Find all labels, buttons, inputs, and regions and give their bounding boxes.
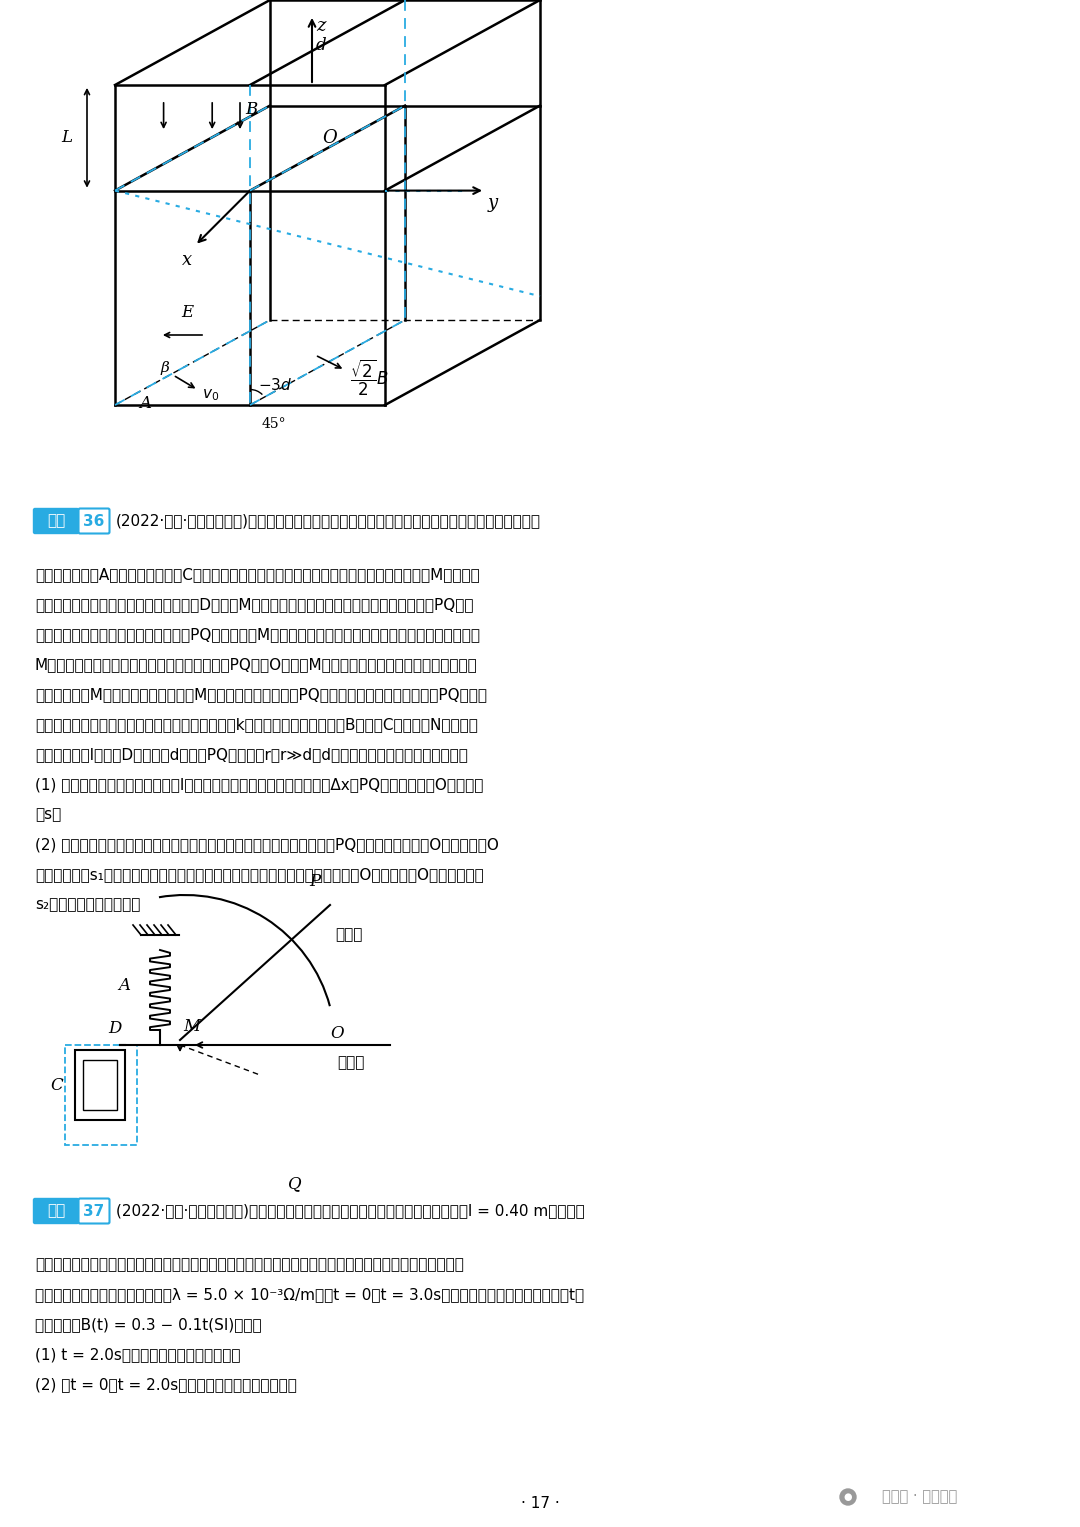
Text: $v_0$: $v_0$: [202, 388, 219, 403]
Text: (1) 若在线圈中通入的微小电流为I，求平衡后弹簧长度改变量的绝对値Δx及PQ上反射光点与O点间的弧: (1) 若在线圈中通入的微小电流为I，求平衡后弹簧长度改变量的绝对値Δx及PQ上…: [35, 777, 484, 793]
Circle shape: [840, 1489, 856, 1506]
Text: 长度改变，使M发生倾斜，入射光束在M上的入射点仍近似处于PQ的圆心，通过读取反射光射到PQ上的位: 长度改变，使M发生倾斜，入射光束在M上的入射点仍近似处于PQ的圆心，通过读取反射…: [35, 687, 487, 702]
Text: 方向的长度为l，细杆D的长度为d，圆弧PQ的半径为r，r≫d，d远大于弹簧长度改变量的绝对値。: 方向的长度为l，细杆D的长度为d，圆弧PQ的半径为r，r≫d，d远大于弹簧长度改…: [35, 747, 468, 762]
Text: 公众号 · 屋里学家: 公众号 · 屋里学家: [882, 1489, 958, 1504]
Text: A: A: [118, 976, 130, 994]
Text: P: P: [310, 873, 321, 890]
Text: y: y: [488, 194, 498, 212]
Text: B: B: [245, 101, 257, 119]
Text: L: L: [60, 130, 72, 147]
FancyBboxPatch shape: [79, 508, 109, 533]
Text: (2022·全国·统考高考真题)如图，一不可伸长的细绳的上端固定，下端系在边长为l = 0.40 m的正方形: (2022·全国·统考高考真题)如图，一不可伸长的细绳的上端固定，下端系在边长为…: [116, 1203, 584, 1219]
Text: 变化关系为B(t) = 0.3 − 0.1t(SI)。求：: 变化关系为B(t) = 0.3 − 0.1t(SI)。求：: [35, 1316, 261, 1332]
Text: M: M: [183, 1019, 200, 1035]
Text: 长s；: 长s；: [35, 806, 62, 822]
Text: 台上的轻质小平面反射镜，轻质刚性细杆D的一端M固连且与镜面垂直，另一端与弹簧下端相连，PQ为圆: 台上的轻质小平面反射镜，轻质刚性细杆D的一端M固连且与镜面垂直，另一端与弹簧下端…: [35, 597, 473, 612]
Text: 36: 36: [83, 513, 105, 528]
Text: 金属框的一个顶点上。金属框的一条对角线水平，其下方有方向垂直于金属框所在平面的匀强磁场。已知构: 金属框的一个顶点上。金属框的一条对角线水平，其下方有方向垂直于金属框所在平面的匀…: [35, 1257, 464, 1272]
Text: 点间的弧长为s₁，保持其它条件不变，只将该电流反向接入，则反射光点出现在O点下方，与O点间的弧长为: 点间的弧长为s₁，保持其它条件不变，只将该电流反向接入，则反射光点出现在O点下方…: [35, 867, 484, 883]
FancyBboxPatch shape: [79, 1199, 109, 1223]
Text: (1) t = 2.0s时金属框所受安培力的大小；: (1) t = 2.0s时金属框所受安培力的大小；: [35, 1347, 241, 1362]
Text: s₂。求待测电流的大小。: s₂。求待测电流的大小。: [35, 896, 140, 912]
Text: O: O: [323, 130, 337, 147]
Text: 45°: 45°: [262, 417, 286, 431]
Text: · 17 ·: · 17 ·: [521, 1495, 559, 1510]
Text: d: d: [316, 37, 326, 53]
Text: 成金属框的导线单位长度的阻値为λ = 5.0 × 10⁻³Ω/m；在t = 0到t = 3.0s时间内，磁感应强度大小随时间t的: 成金属框的导线单位长度的阻値为λ = 5.0 × 10⁻³Ω/m；在t = 0到…: [35, 1287, 584, 1303]
Text: 题目: 题目: [46, 1203, 65, 1219]
Bar: [75, 1051, 125, 1119]
Text: β: β: [161, 360, 170, 376]
Text: x: x: [181, 250, 192, 269]
Text: D: D: [109, 1020, 122, 1037]
FancyBboxPatch shape: [33, 508, 79, 533]
Text: 入射光: 入射光: [337, 1055, 364, 1070]
Text: (2) 某同学用此装置测一微小电流，测量前未调零，将电流通入线圈后，PQ上反射光点出现在O点上方，与O: (2) 某同学用此装置测一微小电流，测量前未调零，将电流通入线圈后，PQ上反射光…: [35, 837, 499, 852]
FancyBboxPatch shape: [33, 1199, 79, 1223]
Text: 反射光: 反射光: [335, 927, 363, 942]
Text: O: O: [330, 1025, 343, 1041]
Text: $-3d$: $-3d$: [258, 377, 293, 392]
Text: C: C: [51, 1077, 63, 1093]
Text: 题目: 题目: [46, 513, 65, 528]
Text: 置，可以测得电流的大小。已知弹簧的劲度系数为k，磁场磁感应强度大小为B，线圈C的匡数为N。沿水平: 置，可以测得电流的大小。已知弹簧的劲度系数为k，磁场磁感应强度大小为B，线圈C的…: [35, 718, 477, 731]
Text: M竖直且与纸面垂直；入射细光束沿水平方向经PQ上的O点射到M上后沿原路反射。线圈通入电流后弹簧: M竖直且与纸面垂直；入射细光束沿水平方向经PQ上的O点射到M上后沿原路反射。线圈…: [35, 657, 477, 672]
Text: Q: Q: [288, 1174, 301, 1193]
Bar: [65, 1044, 137, 1145]
Text: A: A: [139, 395, 151, 412]
Bar: [83, 1060, 117, 1110]
Text: z: z: [316, 17, 325, 35]
Text: 弧形的、带有均匀刻度的透明读数条，PQ的圆心位于M的中心。使用前需调零：使线圈内没有电流通过时，: 弧形的、带有均匀刻度的透明读数条，PQ的圆心位于M的中心。使用前需调零：使线圈内…: [35, 628, 480, 641]
Text: E: E: [181, 304, 193, 321]
Text: 37: 37: [83, 1203, 105, 1219]
Text: ●: ●: [843, 1492, 852, 1503]
Text: 如图所示。图中A为轻质绝缘弹簧，C为位于纸面上的线圈，虚线框内有与纸面垂直的匀强磁场；M为置于平: 如图所示。图中A为轻质绝缘弹簧，C为位于纸面上的线圈，虚线框内有与纸面垂直的匀强…: [35, 567, 480, 582]
Text: $\dfrac{\sqrt{2}}{2}B$: $\dfrac{\sqrt{2}}{2}B$: [350, 357, 389, 399]
Text: (2022·全国·统考高考真题)光点式检流计是一种可以测量微小电流的仪器，其简化的工作原理示意图: (2022·全国·统考高考真题)光点式检流计是一种可以测量微小电流的仪器，其简化…: [116, 513, 541, 528]
Text: (2) 在t = 0到t = 2.0s时间内金属框产生的焦耳热。: (2) 在t = 0到t = 2.0s时间内金属框产生的焦耳热。: [35, 1377, 297, 1393]
